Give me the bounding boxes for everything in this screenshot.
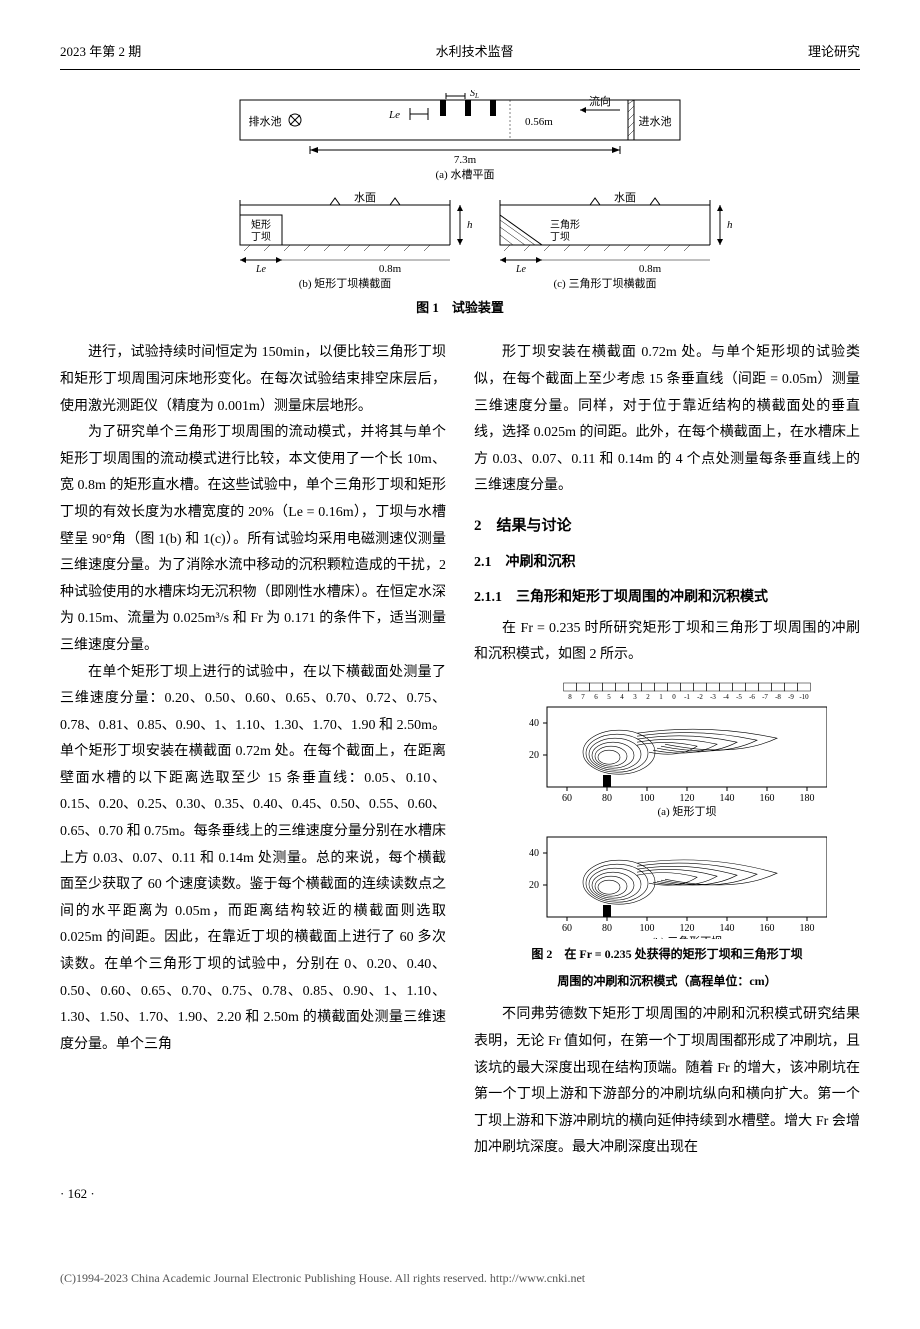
svg-text:120: 120 <box>680 793 695 804</box>
svg-text:-8: -8 <box>775 693 781 701</box>
svg-text:100: 100 <box>640 923 655 934</box>
fig1-flow-label: 流向 <box>589 94 611 108</box>
svg-text:2: 2 <box>646 693 650 701</box>
header-right: 理论研究 <box>808 40 860 65</box>
svg-text:水面: 水面 <box>614 191 636 204</box>
svg-text:40: 40 <box>529 718 539 729</box>
svg-text:水面: 水面 <box>354 191 376 204</box>
svg-text:(a) 水槽平面: (a) 水槽平面 <box>436 168 495 181</box>
figure-1-svg: 排水池 进水池 流向 Le <box>180 90 740 290</box>
svg-text:-2: -2 <box>697 693 703 701</box>
svg-text:Le: Le <box>515 264 527 275</box>
svg-text:8: 8 <box>568 693 572 701</box>
svg-text:-7: -7 <box>762 693 768 701</box>
svg-text:-9: -9 <box>788 693 794 701</box>
svg-text:-3: -3 <box>710 693 716 701</box>
svg-text:3: 3 <box>633 693 637 701</box>
figure-1-caption: 图 1 试验装置 <box>60 296 860 321</box>
svg-text:60: 60 <box>562 793 572 804</box>
svg-text:160: 160 <box>760 923 775 934</box>
svg-text:1: 1 <box>659 693 663 701</box>
svg-text:h: h <box>467 219 473 231</box>
figure-2-caption-2: 周围的冲刷和沉积模式（高程单位：cm） <box>474 970 860 993</box>
svg-text:(c) 三角形丁坝横截面: (c) 三角形丁坝横截面 <box>554 276 657 290</box>
svg-text:(b) 矩形丁坝横截面: (b) 矩形丁坝横截面 <box>299 276 392 290</box>
svg-text:Le: Le <box>388 109 400 121</box>
figure-1: 排水池 进水池 流向 Le <box>60 90 860 321</box>
svg-text:120: 120 <box>680 923 695 934</box>
svg-text:Le: Le <box>255 264 267 275</box>
para-6: 不同弗劳德数下矩形丁坝周围的冲刷和沉积模式研究结果表明，无论 Fr 值如何，在第… <box>474 1002 860 1162</box>
svg-text:80: 80 <box>602 793 612 804</box>
svg-text:140: 140 <box>720 923 735 934</box>
svg-text:(b) 三角形丁坝: (b) 三角形丁坝 <box>652 934 723 939</box>
svg-text:60: 60 <box>562 923 572 934</box>
svg-text:6: 6 <box>594 693 598 701</box>
svg-text:20: 20 <box>529 880 539 891</box>
right-column: 形丁坝安装在横截面 0.72m 处。与单个矩形坝的试验类似，在每个截面上至少考虑… <box>474 340 860 1162</box>
svg-text:140: 140 <box>720 793 735 804</box>
svg-text:160: 160 <box>760 793 775 804</box>
section-2-1-title: 2.1 冲刷和沉积 <box>474 550 860 577</box>
svg-text:-10: -10 <box>799 693 809 701</box>
svg-text:80: 80 <box>602 923 612 934</box>
page-number: · 162 · <box>60 1182 860 1207</box>
svg-text:5: 5 <box>607 693 611 701</box>
left-column: 进行，试验持续时间恒定为 150min，以便比较三角形丁坝和矩形丁坝周围河床地形… <box>60 340 446 1162</box>
fig1-drain-label: 排水池 <box>249 114 282 128</box>
svg-text:矩形: 矩形 <box>251 218 271 231</box>
para-1: 进行，试验持续时间恒定为 150min，以便比较三角形丁坝和矩形丁坝周围河床地形… <box>60 340 446 420</box>
footer: (C)1994-2023 China Academic Journal Elec… <box>60 1267 860 1290</box>
svg-text:40: 40 <box>529 848 539 859</box>
svg-text:20: 20 <box>529 750 539 761</box>
svg-text:h: h <box>727 219 733 231</box>
header-left: 2023 年第 2 期 <box>60 40 141 65</box>
header-center: 水利技术监督 <box>436 40 514 65</box>
svg-text:0: 0 <box>672 693 676 701</box>
svg-text:0.8m: 0.8m <box>379 263 402 275</box>
figure-2-svg: 8 7 6 5 4 3 2 1 0 -1 -2 -3 -4 -5 -6 -7 -8 -9 -10 20 40 60 80 10… <box>507 679 827 939</box>
para-2: 为了研究单个三角形丁坝周围的流动模式，并将其与单个矩形丁坝周围的流动模式进行比较… <box>60 420 446 659</box>
para-3: 在单个矩形丁坝上进行的试验中，在以下横截面处测量了三维速度分量：0.20、0.5… <box>60 660 446 1059</box>
svg-text:-1: -1 <box>684 693 690 701</box>
fig1-inlet-label: 进水池 <box>639 115 672 128</box>
para-5: 在 Fr = 0.235 时所研究矩形丁坝和三角形丁坝周围的冲刷和沉积模式，如图… <box>474 616 860 669</box>
svg-text:(a) 矩形丁坝: (a) 矩形丁坝 <box>658 804 717 818</box>
svg-text:7: 7 <box>581 693 585 701</box>
svg-text:4: 4 <box>620 693 624 701</box>
svg-text:-5: -5 <box>736 693 742 701</box>
svg-text:7.3m: 7.3m <box>454 154 477 166</box>
svg-text:SL: SL <box>470 90 479 100</box>
svg-text:三角形: 三角形 <box>550 219 580 231</box>
section-2-title: 2 结果与讨论 <box>474 512 860 541</box>
svg-text:0.8m: 0.8m <box>639 263 662 275</box>
svg-text:丁坝: 丁坝 <box>251 231 271 243</box>
svg-text:100: 100 <box>640 793 655 804</box>
svg-text:-6: -6 <box>749 693 755 701</box>
svg-text:180: 180 <box>800 923 815 934</box>
section-2-1-1-title: 2.1.1 三角形和矩形丁坝周围的冲刷和沉积模式 <box>474 585 860 612</box>
para-4: 形丁坝安装在横截面 0.72m 处。与单个矩形坝的试验类似，在每个截面上至少考虑… <box>474 340 860 500</box>
figure-2: 8 7 6 5 4 3 2 1 0 -1 -2 -3 -4 -5 -6 -7 -8 -9 -10 20 40 60 80 10… <box>474 679 860 993</box>
body-columns: 进行，试验持续时间恒定为 150min，以便比较三角形丁坝和矩形丁坝周围河床地形… <box>60 340 860 1162</box>
svg-text:-4: -4 <box>723 693 729 701</box>
svg-text:丁坝: 丁坝 <box>550 231 570 243</box>
figure-2-caption-1: 图 2 在 Fr = 0.235 处获得的矩形丁坝和三角形丁坝 <box>474 943 860 966</box>
svg-text:0.56m: 0.56m <box>525 116 553 128</box>
page-header: 2023 年第 2 期 水利技术监督 理论研究 <box>60 40 860 70</box>
svg-text:180: 180 <box>800 793 815 804</box>
